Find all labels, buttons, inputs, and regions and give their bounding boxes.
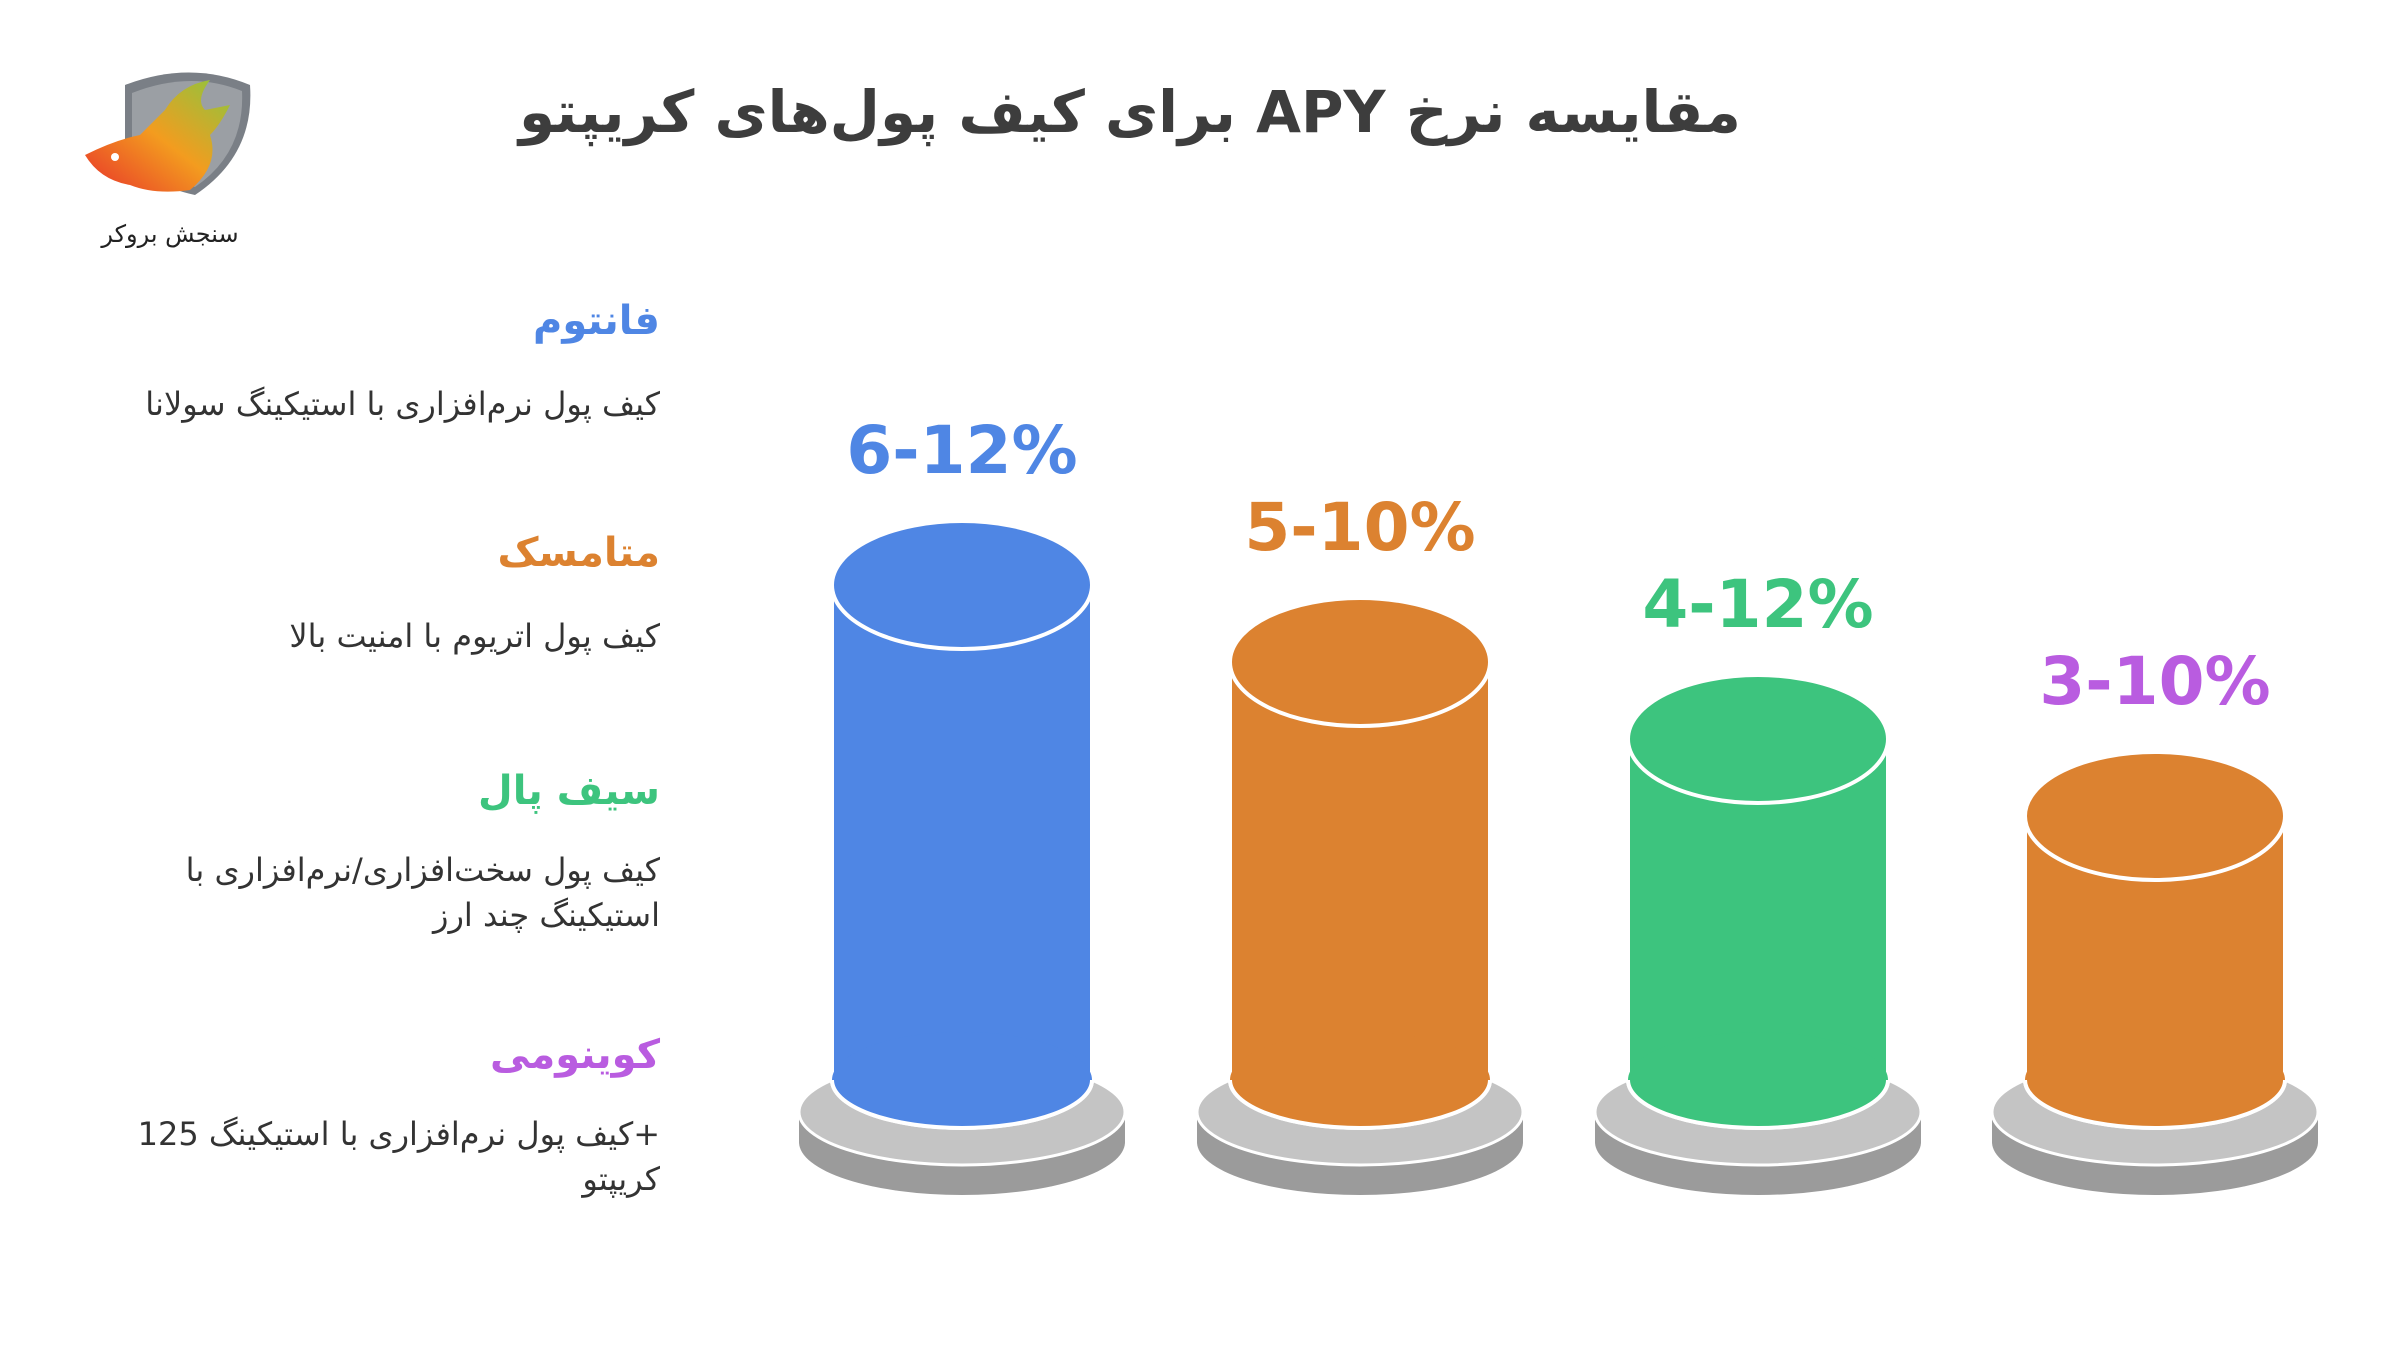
legend-desc: +کیف پول نرم‌افزاری با استیکینگ 125 [137, 1115, 660, 1153]
legend-desc: کیف پول نرم‌افزاری با استیکینگ سولانا [145, 385, 660, 423]
cylinder-bottom [832, 1032, 1092, 1128]
page-title: مقایسه نرخ APY برای کیف پول‌های کریپتو [519, 78, 1741, 146]
apy-cylinder-chart: 6-12% 5-10% 4-12% 3-10% [797, 412, 2320, 1195]
cylinder-top [2023, 750, 2287, 882]
cylinder-top [1626, 673, 1890, 805]
brand-logo: سنجش بروکر [70, 65, 270, 255]
legend-item-metamask: متامسک کیف پول اتریوم با امنیت بالا [60, 530, 660, 659]
legend-name: متامسک [497, 530, 660, 576]
legend-name: سیف پال [478, 768, 660, 814]
cylinder-bottom-edge [830, 1079, 1094, 1130]
legend-name: کوینومی [490, 1032, 660, 1078]
cylinder-bar [1195, 596, 1525, 1195]
value-label: 4-12% [1642, 566, 1873, 643]
legend-desc: کیف پول سخت‌افزاری/نرم‌افزاری با [185, 851, 660, 889]
legend-item-safepal: سیف پال کیف پول سخت‌افزاری/نرم‌افزاری با… [60, 768, 660, 938]
legend-name: فانتوم [533, 298, 660, 344]
legend-item-coinomi: کوینومی +کیف پول نرم‌افزاری با استیکینگ … [60, 1032, 660, 1202]
cylinder-bar [797, 519, 1127, 1195]
value-label: 6-12% [846, 412, 1077, 489]
logo-text: سنجش بروکر [101, 220, 239, 248]
legend-desc: کریپتو [582, 1159, 660, 1198]
cylinder-top [830, 519, 1094, 651]
cylinder-body [832, 585, 1092, 1080]
cylinder-bottom-edge [1626, 1079, 1890, 1130]
cylinder-bottom-edge [1228, 1079, 1492, 1130]
cylinder-bar [1990, 750, 2320, 1195]
legend-desc: استیکینگ چند ارز [432, 895, 660, 934]
cylinder-bottom [1230, 1032, 1490, 1128]
value-label: 3-10% [2039, 643, 2270, 720]
value-label: 5-10% [1244, 489, 1475, 566]
cylinder-bar [1593, 673, 1923, 1195]
legend-desc: کیف پول اتریوم با امنیت بالا [289, 617, 660, 655]
cylinder-bottom [1628, 1032, 1888, 1128]
cylinder-top [1228, 596, 1492, 728]
legend-item-phantom: فانتوم کیف پول نرم‌افزاری با استیکینگ سو… [60, 298, 660, 427]
cylinder-body [1230, 662, 1490, 1080]
cylinder-bottom-edge [2023, 1079, 2287, 1130]
cylinder-bottom [2025, 1032, 2285, 1128]
bull-logo-icon [85, 72, 251, 195]
